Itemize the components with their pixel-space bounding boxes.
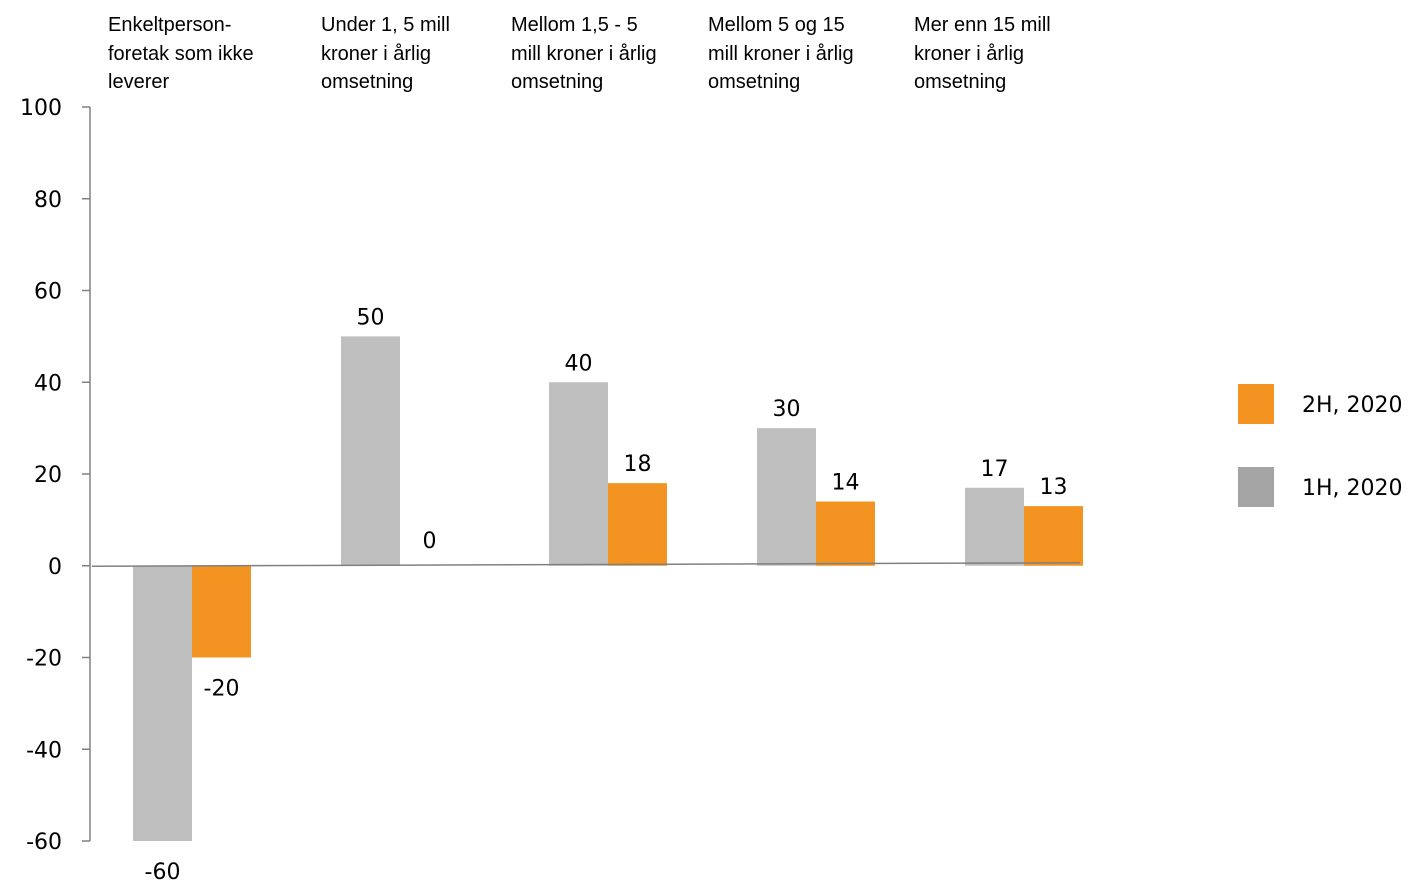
bar-2h — [192, 565, 251, 658]
bar-1h — [965, 487, 1024, 566]
y-tick-label: -20 — [26, 647, 62, 672]
bar-1h — [757, 428, 816, 566]
category-label: Under 1, 5 mill kroner i årlig omsetning — [321, 14, 450, 93]
category-label-line: Mellom 5 og 15 — [708, 14, 845, 36]
data-label: -20 — [204, 677, 240, 702]
y-axis: 100 80 60 40 20 0 -20 -40 -60 — [20, 96, 91, 855]
zero-baseline — [91, 562, 1081, 567]
bar-2h — [1024, 506, 1083, 566]
bar-2h — [816, 501, 875, 566]
legend: 2H, 2020 1H, 2020 — [1238, 384, 1403, 507]
legend-swatch — [1238, 467, 1274, 507]
data-label: 0 — [423, 529, 437, 554]
y-tick-label: 100 — [20, 96, 62, 121]
data-label: -60 — [145, 860, 181, 880]
category-label-line: Mellom 1,5 - 5 — [511, 14, 638, 36]
category-label-line: mill kroner i årlig — [708, 43, 854, 65]
legend-label: 2H, 2020 — [1302, 393, 1403, 418]
bar-1h — [133, 565, 192, 841]
category-label-line: Enkeltperson- — [108, 14, 231, 36]
data-label: 17 — [981, 457, 1009, 482]
data-label: 13 — [1040, 475, 1068, 500]
legend-label: 1H, 2020 — [1302, 476, 1403, 501]
category-label: Mellom 1,5 - 5 mill kroner i årlig omsetni… — [511, 14, 657, 93]
bar-1h — [341, 336, 400, 566]
category-label-line: kroner i årlig — [321, 43, 431, 65]
y-tick-label: 20 — [34, 463, 62, 488]
category-label-line: mill kroner i årlig — [511, 43, 657, 65]
category-label: Enkeltperson-foretak som ikke leverer — [108, 14, 254, 93]
data-label: 30 — [773, 397, 801, 422]
category-label-line: kroner i årlig — [914, 43, 1024, 65]
category-label-line: Under 1, 5 mill — [321, 14, 450, 36]
bars — [133, 336, 1083, 841]
data-label: 14 — [832, 471, 860, 496]
bar-1h — [549, 382, 608, 566]
data-label: 40 — [565, 351, 593, 376]
y-tick-label: 0 — [48, 555, 62, 580]
category-label-line: omsetning — [914, 71, 1006, 93]
y-tick-label: 80 — [34, 188, 62, 213]
y-tick-label: -40 — [26, 738, 62, 763]
category-label-line: Mer enn 15 mill — [914, 14, 1051, 36]
zero-line — [91, 562, 1081, 567]
data-label: 18 — [624, 452, 652, 477]
bar-2h — [608, 483, 667, 566]
category-label-line: omsetning — [511, 71, 603, 93]
category-label-line: leverer — [108, 71, 169, 93]
data-label: 50 — [357, 305, 385, 330]
data-labels: -60 50 40 30 17 -20 0 18 14 13 — [145, 305, 1068, 880]
legend-swatch — [1238, 384, 1274, 424]
category-label-line: omsetning — [708, 71, 800, 93]
y-tick-label: -60 — [26, 830, 62, 855]
category-label: Mer enn 15 mill kroner i årlig omsetning — [914, 14, 1051, 93]
y-tick-label: 40 — [34, 371, 62, 396]
category-label-line: omsetning — [321, 71, 413, 93]
category-label: Mellom 5 og 15 mill kroner i årlig omsetni… — [708, 14, 854, 93]
y-tick-label: 60 — [34, 280, 62, 305]
category-labels: Enkeltperson-foretak som ikke leverer Unde… — [108, 14, 1051, 93]
category-label-line: foretak som ikke — [108, 43, 254, 65]
